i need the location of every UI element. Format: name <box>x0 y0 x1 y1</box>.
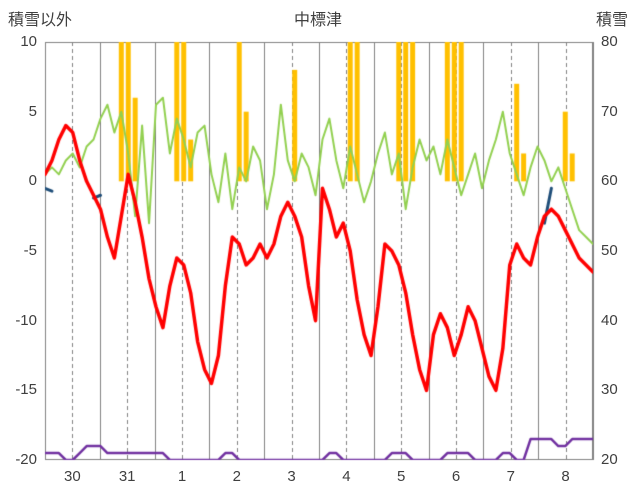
left-axis-tick: -20 <box>15 451 37 468</box>
right-axis-tick: 40 <box>601 311 618 329</box>
x-axis-tick: 30 <box>64 468 81 485</box>
right-axis-tick: 30 <box>601 381 618 399</box>
left-axis-tick: 10 <box>20 33 37 50</box>
right-axis-tick: 20 <box>601 451 618 468</box>
x-axis-tick: 5 <box>397 468 406 485</box>
right-axis-tick: 80 <box>601 33 618 50</box>
x-axis-tick: 4 <box>342 468 351 485</box>
x-axis-tick: 3 <box>287 468 296 485</box>
left-axis-tick: 5 <box>28 102 37 120</box>
left-axis-tick: -15 <box>15 381 37 399</box>
x-axis-tick: 7 <box>506 468 515 485</box>
left-axis-tick: -5 <box>23 242 37 259</box>
x-axis-tick: 6 <box>451 468 461 485</box>
left-axis-tick: -10 <box>15 311 37 329</box>
left-axis-tick: 0 <box>28 172 37 190</box>
x-axis-tick: 31 <box>118 468 136 485</box>
x-axis-tick: 8 <box>561 468 570 485</box>
x-axis-tick: 1 <box>177 468 187 485</box>
right-axis-tick: 50 <box>601 242 618 259</box>
right-axis-tick: 70 <box>601 102 618 120</box>
x-axis-tick: 2 <box>232 468 241 485</box>
right-axis-tick: 60 <box>601 172 618 190</box>
